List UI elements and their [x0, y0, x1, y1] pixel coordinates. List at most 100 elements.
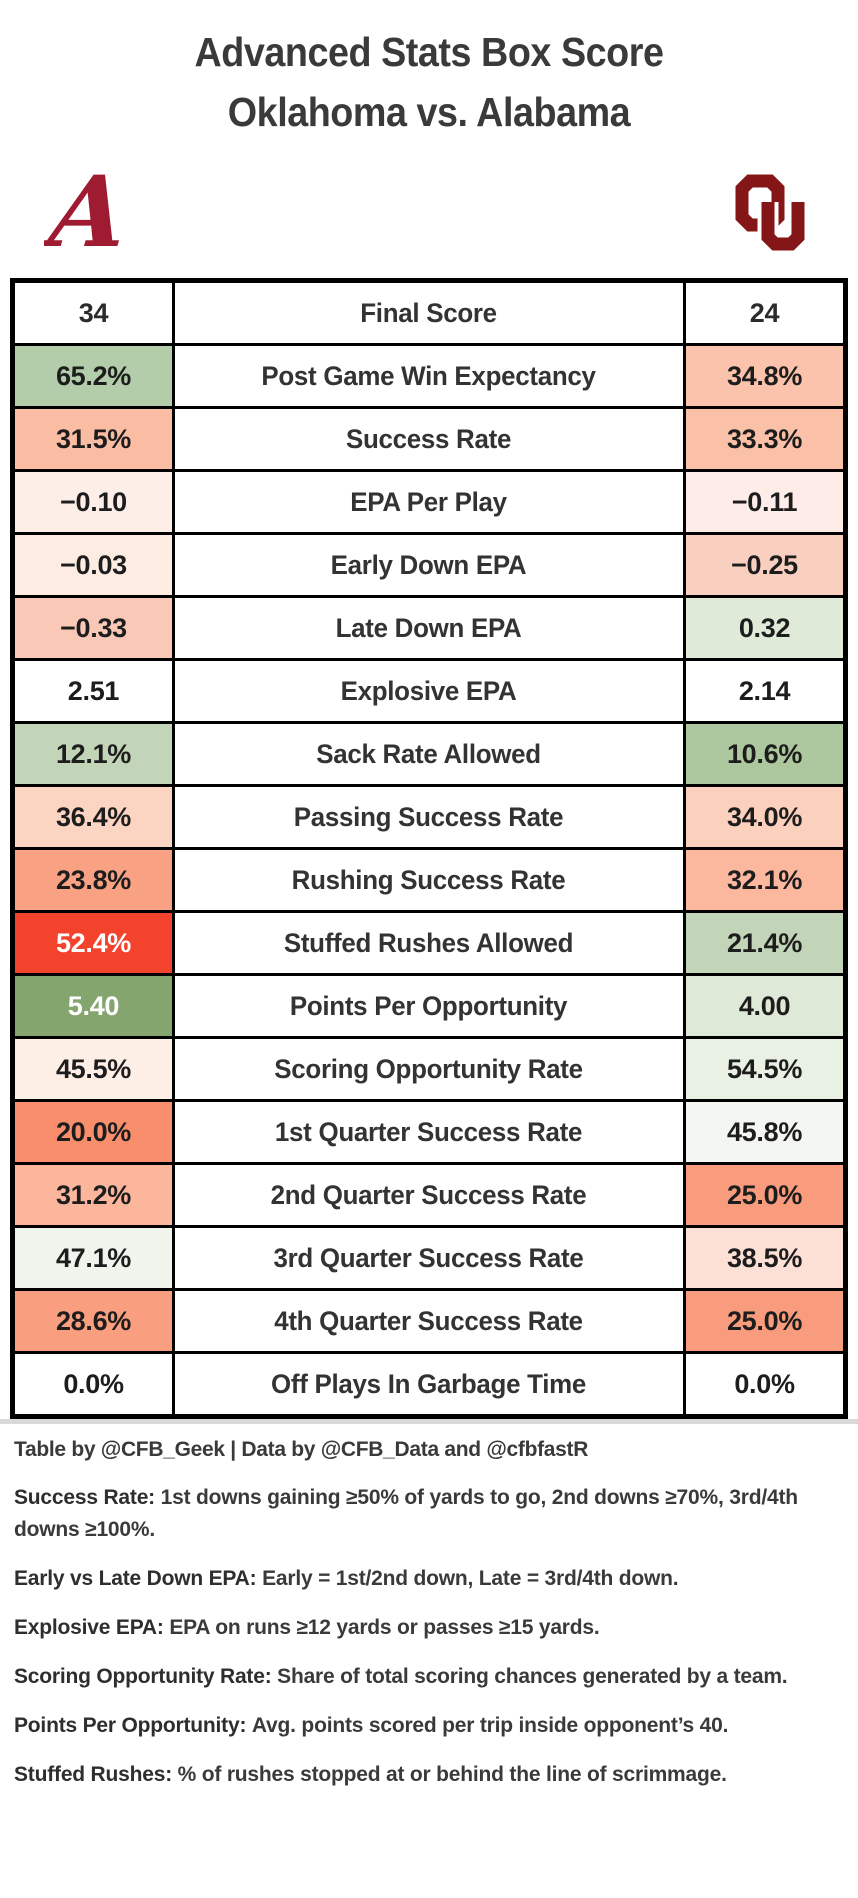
title-line-1: Advanced Stats Box Score	[194, 29, 664, 75]
team-right-value: 25.0%	[683, 1288, 847, 1354]
table-row: 2.51 Explosive EPA 2.14	[11, 658, 847, 724]
table-row: 36.4% Passing Success Rate 34.0%	[11, 784, 847, 850]
team-right-value: 34.8%	[683, 343, 847, 409]
team-left-value: −0.33	[11, 595, 175, 661]
table-row: −0.03 Early Down EPA −0.25	[11, 532, 847, 598]
stat-label: Scoring Opportunity Rate	[182, 1036, 676, 1102]
team-right-value: 21.4%	[683, 910, 847, 976]
team-left-value: 45.5%	[11, 1036, 175, 1102]
stat-label: Success Rate	[182, 406, 676, 472]
stat-label: Passing Success Rate	[182, 784, 676, 850]
table-row: 31.5% Success Rate 33.3%	[11, 406, 847, 472]
team-left-value: 5.40	[11, 973, 175, 1039]
table-row: 45.5% Scoring Opportunity Rate 54.5%	[11, 1036, 847, 1102]
table-row: 65.2% Post Game Win Expectancy 34.8%	[11, 343, 847, 409]
team-left-value: 20.0%	[11, 1099, 175, 1165]
table-row: 28.6% 4th Quarter Success Rate 25.0%	[11, 1288, 847, 1354]
table-bottom-divider	[0, 1419, 858, 1424]
stat-definition: Early vs Late Down EPA: Early = 1st/2nd …	[14, 1563, 838, 1595]
stat-label: Sack Rate Allowed	[182, 721, 676, 787]
team-left-value: 36.4%	[11, 784, 175, 850]
stat-definition-label: Success Rate:	[14, 1486, 161, 1509]
team-right-value: 25.0%	[683, 1162, 847, 1228]
table-row: 47.1% 3rd Quarter Success Rate 38.5%	[11, 1225, 847, 1291]
table-row: −0.33 Late Down EPA 0.32	[11, 595, 847, 661]
team-right-value: 54.5%	[683, 1036, 847, 1102]
stat-definition-label: Scoring Opportunity Rate:	[14, 1665, 278, 1688]
stat-label: 1st Quarter Success Rate	[182, 1099, 676, 1165]
team-left-value: 47.1%	[11, 1225, 175, 1291]
team-left-value: 23.8%	[11, 847, 175, 913]
team-left-value: 28.6%	[11, 1288, 175, 1354]
stat-label: 3rd Quarter Success Rate	[182, 1225, 676, 1291]
team-right-value: 33.3%	[683, 406, 847, 472]
stat-label: Late Down EPA	[182, 595, 676, 661]
stat-label: Explosive EPA	[182, 658, 676, 724]
team-right-value: 0.0%	[683, 1351, 847, 1418]
table-row: 31.2% 2nd Quarter Success Rate 25.0%	[11, 1162, 847, 1228]
page-title: Advanced Stats Box Score Oklahoma vs. Al…	[0, 0, 858, 142]
stat-definition-label: Early vs Late Down EPA:	[14, 1567, 263, 1590]
stat-definition-label: Explosive EPA:	[14, 1616, 170, 1639]
stat-definition: Explosive EPA: EPA on runs ≥12 yards or …	[14, 1612, 838, 1644]
stat-label: Final Score	[182, 279, 676, 346]
team-right-value: 32.1%	[683, 847, 847, 913]
stat-label: Off Plays In Garbage Time	[182, 1351, 676, 1418]
table-row: 23.8% Rushing Success Rate 32.1%	[11, 847, 847, 913]
stats-table-body: 34 Final Score 24 65.2% Post Game Win Ex…	[11, 279, 847, 1418]
team-right-value: 2.14	[683, 658, 847, 724]
table-row: 34 Final Score 24	[11, 279, 847, 346]
stat-definition: Stuffed Rushes: % of rushes stopped at o…	[14, 1759, 838, 1791]
oklahoma-ou-icon	[734, 174, 806, 258]
team-right-value: 45.8%	[683, 1099, 847, 1165]
team-right-value: 4.00	[683, 973, 847, 1039]
team-left-value: 31.5%	[11, 406, 175, 472]
team-left-value: 34	[11, 279, 175, 346]
alabama-script-a-icon: A	[44, 162, 144, 270]
stat-definition-label: Points Per Opportunity:	[14, 1714, 252, 1737]
team-right-value: 38.5%	[683, 1225, 847, 1291]
team-left-value: 65.2%	[11, 343, 175, 409]
table-row: 5.40 Points Per Opportunity 4.00	[11, 973, 847, 1039]
stat-label: Points Per Opportunity	[182, 973, 676, 1039]
team-logos: A	[0, 160, 858, 272]
stat-definition: Points Per Opportunity: Avg. points scor…	[14, 1710, 838, 1742]
stat-label: Early Down EPA	[182, 532, 676, 598]
team-right-value: −0.11	[683, 469, 847, 535]
title-line-2: Oklahoma vs. Alabama	[227, 89, 631, 135]
team-right-value: 10.6%	[683, 721, 847, 787]
stat-label: Stuffed Rushes Allowed	[182, 910, 676, 976]
stat-definition-text: Early = 1st/2nd down, Late = 3rd/4th dow…	[262, 1567, 679, 1590]
team-left-value: −0.10	[11, 469, 175, 535]
stat-definition-text: Share of total scoring chances generated…	[277, 1665, 788, 1688]
svg-text:A: A	[44, 162, 133, 270]
stat-definition-text: EPA on runs ≥12 yards or passes ≥15 yard…	[169, 1616, 600, 1639]
stat-definition-text: Avg. points scored per trip inside oppon…	[251, 1714, 729, 1737]
stat-label: Rushing Success Rate	[182, 847, 676, 913]
team-left-value: 12.1%	[11, 721, 175, 787]
team-right-value: −0.25	[683, 532, 847, 598]
table-row: 52.4% Stuffed Rushes Allowed 21.4%	[11, 910, 847, 976]
table-row: 20.0% 1st Quarter Success Rate 45.8%	[11, 1099, 847, 1165]
stat-definition-label: Stuffed Rushes:	[14, 1763, 178, 1786]
stat-label: EPA Per Play	[182, 469, 676, 535]
stat-label: 4th Quarter Success Rate	[182, 1288, 676, 1354]
table-row: 0.0% Off Plays In Garbage Time 0.0%	[11, 1351, 847, 1418]
stat-label: 2nd Quarter Success Rate	[182, 1162, 676, 1228]
stat-definitions: Success Rate: 1st downs gaining ≥50% of …	[14, 1482, 838, 1791]
credit-line: Table by @CFB_Geek | Data by @CFB_Data a…	[14, 1438, 589, 1461]
team-left-value: −0.03	[11, 532, 175, 598]
team-left-value: 31.2%	[11, 1162, 175, 1228]
team-left-value: 2.51	[11, 658, 175, 724]
team-right-value: 34.0%	[683, 784, 847, 850]
stat-definition: Scoring Opportunity Rate: Share of total…	[14, 1661, 838, 1693]
team-right-value: 0.32	[683, 595, 847, 661]
table-row: −0.10 EPA Per Play −0.11	[11, 469, 847, 535]
stats-table: 34 Final Score 24 65.2% Post Game Win Ex…	[10, 278, 848, 1419]
team-left-value: 52.4%	[11, 910, 175, 976]
team-right-value: 24	[683, 279, 847, 346]
team-left-value: 0.0%	[11, 1351, 175, 1418]
stat-definition: Success Rate: 1st downs gaining ≥50% of …	[14, 1482, 838, 1546]
table-row: 12.1% Sack Rate Allowed 10.6%	[11, 721, 847, 787]
